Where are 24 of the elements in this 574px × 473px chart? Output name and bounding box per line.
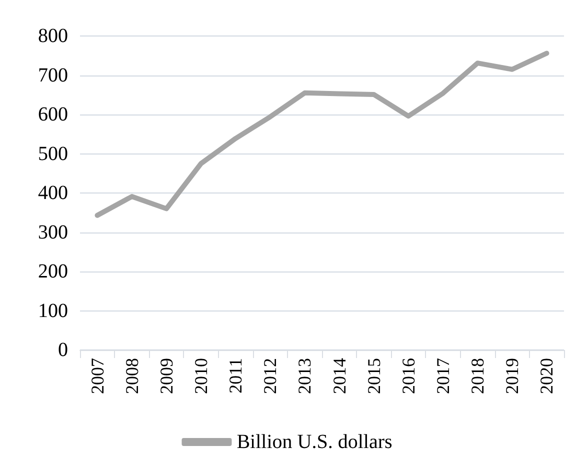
x-tick-label: 2014 [329, 358, 350, 394]
x-tick-label: 2016 [398, 358, 418, 394]
y-tick-label: 800 [38, 25, 68, 47]
x-tick-label: 2012 [260, 358, 280, 394]
y-tick-label: 200 [38, 260, 68, 282]
y-tick-label: 400 [38, 182, 68, 204]
x-tick-label: 2018 [468, 358, 488, 394]
legend-label: Billion U.S. dollars [236, 431, 392, 453]
x-tick-label: 2011 [226, 358, 246, 394]
y-tick-label: 500 [38, 142, 68, 165]
x-tick-label: 2013 [294, 358, 315, 394]
y-tick-label: 700 [38, 64, 68, 86]
x-tick-label: 2019 [502, 358, 522, 394]
x-tick-label: 2008 [122, 358, 142, 394]
x-tick-label: 2015 [364, 358, 384, 394]
x-tick-label: 2007 [87, 358, 108, 394]
y-tick-label: 100 [38, 300, 68, 322]
y-tick-label: 300 [38, 221, 68, 244]
y-tick-label: 0 [58, 339, 68, 361]
x-tick-label: 2010 [191, 358, 211, 394]
x-tick-label: 2009 [156, 358, 176, 394]
y-tick-label: 600 [38, 104, 68, 126]
x-tick-label: 2020 [536, 358, 557, 394]
x-tick-label: 2017 [433, 358, 453, 394]
